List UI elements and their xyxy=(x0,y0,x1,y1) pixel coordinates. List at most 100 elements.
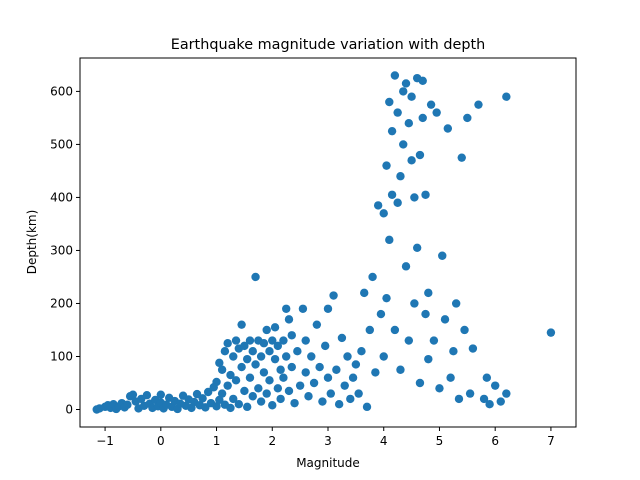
data-point xyxy=(231,376,241,385)
data-point xyxy=(245,336,255,345)
data-point xyxy=(284,315,294,324)
data-point xyxy=(468,344,478,353)
data-point xyxy=(265,346,274,356)
data-point xyxy=(237,320,246,329)
data-point xyxy=(229,352,238,361)
x-tick-label: 3 xyxy=(324,434,332,448)
data-point xyxy=(142,390,152,400)
data-point xyxy=(426,100,436,109)
x-tick-label: 5 xyxy=(436,434,444,448)
data-point xyxy=(251,272,260,282)
data-point xyxy=(404,336,414,345)
data-point xyxy=(282,352,291,361)
data-point xyxy=(379,352,388,361)
data-point xyxy=(301,336,310,345)
x-tick-label: 6 xyxy=(491,434,499,448)
data-point xyxy=(312,320,322,329)
data-point xyxy=(421,309,430,319)
y-tick-label: 500 xyxy=(50,137,73,151)
data-point xyxy=(223,339,232,348)
data-point xyxy=(203,387,213,397)
data-point xyxy=(215,358,224,368)
data-point xyxy=(390,71,400,80)
data-point xyxy=(215,395,224,405)
data-point xyxy=(443,124,453,133)
data-point xyxy=(226,370,235,380)
data-point xyxy=(217,389,227,398)
data-point xyxy=(321,341,330,351)
data-point xyxy=(382,161,391,170)
data-point xyxy=(220,346,230,356)
data-point xyxy=(262,325,271,335)
data-point xyxy=(268,336,277,345)
data-point xyxy=(399,140,408,149)
data-point xyxy=(410,299,419,308)
data-point xyxy=(284,386,294,396)
data-point xyxy=(256,352,266,361)
data-point xyxy=(298,304,308,313)
data-point xyxy=(315,362,324,372)
data-point xyxy=(337,333,347,343)
y-tick-label: 300 xyxy=(50,243,73,257)
data-point xyxy=(407,92,416,101)
data-point xyxy=(242,402,252,412)
data-point xyxy=(231,336,241,345)
data-point xyxy=(393,108,402,117)
data-point xyxy=(368,272,377,282)
data-point xyxy=(307,352,316,361)
data-point xyxy=(502,92,511,101)
data-point xyxy=(273,341,283,351)
data-point xyxy=(282,304,291,313)
data-point xyxy=(496,397,505,406)
data-point xyxy=(432,108,441,117)
data-point xyxy=(451,299,461,308)
data-point xyxy=(295,381,305,390)
x-tick-label: 2 xyxy=(268,434,276,448)
data-point xyxy=(435,384,444,393)
data-point xyxy=(421,190,430,199)
data-point xyxy=(240,341,249,351)
data-point xyxy=(371,368,380,377)
data-point xyxy=(479,394,489,404)
data-point xyxy=(242,354,252,364)
data-point xyxy=(340,381,349,390)
data-point xyxy=(401,262,411,271)
data-point xyxy=(279,373,288,382)
y-tick-label: 600 xyxy=(50,84,73,98)
data-point xyxy=(387,126,397,136)
data-point xyxy=(212,402,221,411)
data-point xyxy=(351,360,361,369)
data-point xyxy=(265,376,274,385)
data-point xyxy=(293,346,302,356)
data-point xyxy=(245,373,255,382)
x-tick-label: 4 xyxy=(380,434,388,448)
data-point xyxy=(401,79,411,88)
data-point xyxy=(318,397,327,406)
data-point xyxy=(360,288,369,298)
data-point xyxy=(279,336,288,345)
x-tick-label: 0 xyxy=(157,434,165,448)
data-point xyxy=(404,119,414,128)
data-point xyxy=(270,354,280,364)
data-point xyxy=(290,398,299,408)
data-point xyxy=(424,288,433,298)
data-point xyxy=(449,346,458,356)
data-point xyxy=(410,193,419,202)
data-point xyxy=(254,384,263,393)
data-point xyxy=(262,389,271,398)
data-point xyxy=(128,390,138,399)
data-point xyxy=(362,402,372,412)
data-point xyxy=(490,381,500,390)
data-point xyxy=(546,328,556,337)
data-point xyxy=(354,389,363,398)
data-point xyxy=(326,389,335,398)
data-point xyxy=(412,243,422,252)
data-point xyxy=(365,325,374,335)
y-tick-label: 200 xyxy=(50,296,73,310)
data-point xyxy=(460,325,469,335)
data-point xyxy=(248,392,257,401)
data-point xyxy=(229,394,238,404)
data-point xyxy=(156,390,166,399)
data-point xyxy=(396,365,405,374)
